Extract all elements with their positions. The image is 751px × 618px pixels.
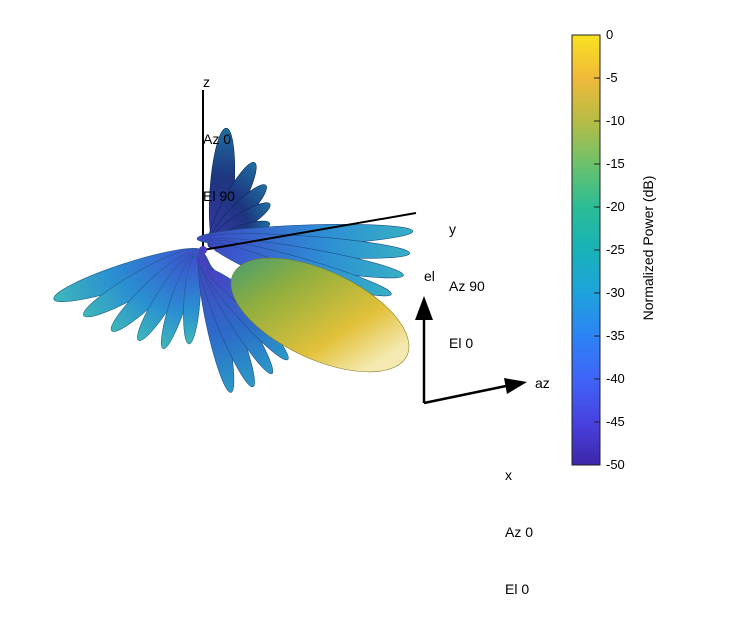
- az-arrow: [423, 378, 527, 405]
- colorbar-tick-label: -40: [606, 371, 625, 386]
- y-axis-label: y Az 90 El 0: [449, 221, 485, 351]
- z-axis-label: z Az 0 El 90: [203, 74, 235, 204]
- colorbar-tick-label: -20: [606, 199, 625, 214]
- left-side-lobes: [53, 248, 203, 350]
- colorbar-tick-marks: [594, 34, 600, 466]
- colorbar-tick-label: -25: [606, 242, 625, 257]
- colorbar-tick-label: -5: [606, 70, 618, 85]
- colorbar-tick-label: 0: [606, 27, 614, 42]
- colorbar-tick-label: -50: [606, 457, 625, 472]
- colorbar-title: Normalized Power (dB): [640, 175, 656, 321]
- el-label: el: [424, 268, 435, 284]
- colorbar-tick-label: -35: [606, 328, 625, 343]
- y-axis-line: [202, 212, 417, 251]
- colorbar-tick-label: -10: [606, 113, 625, 128]
- x-axis-label: x Az 0 El 0: [505, 467, 534, 597]
- el-arrow: [415, 296, 433, 403]
- az-label: az: [535, 375, 550, 391]
- main-lobe: [230, 257, 410, 373]
- antenna-pattern-plot: [53, 34, 601, 466]
- origin-point: [199, 246, 207, 254]
- colorbar-tick-label: -15: [606, 156, 625, 171]
- colorbar-tick-label: -45: [606, 414, 625, 429]
- upper-lobes: [207, 127, 271, 253]
- colorbar-tick-label: -30: [606, 285, 625, 300]
